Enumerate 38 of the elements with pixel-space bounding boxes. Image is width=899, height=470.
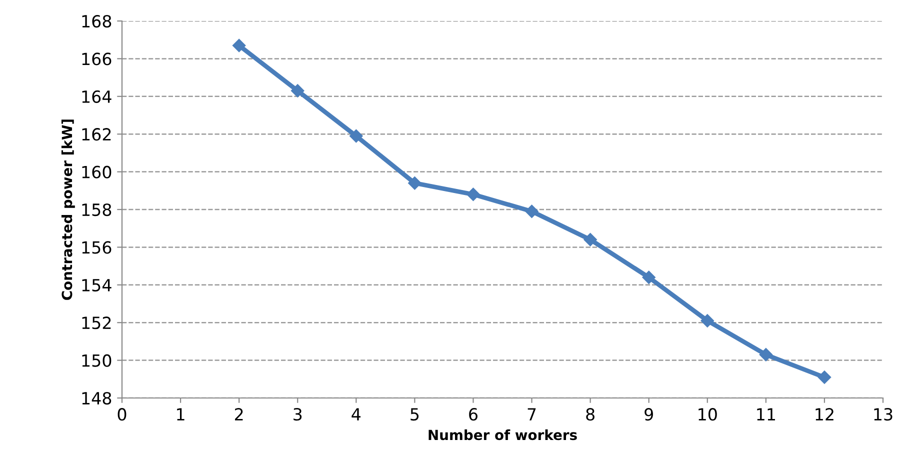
x-tick-label: 7	[528, 408, 536, 420]
y-tick-label: 150	[82, 354, 112, 367]
x-tick-label: 2	[234, 408, 243, 420]
x-tick-label: 10	[698, 408, 717, 421]
point	[700, 314, 714, 328]
point	[525, 204, 538, 218]
point	[584, 233, 597, 246]
point	[232, 38, 246, 52]
point	[642, 270, 656, 284]
x-tick-label: 12	[816, 408, 834, 420]
point	[759, 348, 773, 362]
x-tick-label: 13	[874, 408, 892, 421]
y-tick-label: 168	[82, 14, 112, 28]
y-tick-label: 160	[82, 166, 112, 178]
x-tick-label: 9	[644, 408, 653, 421]
y-tick-label: 152	[82, 316, 111, 330]
point	[291, 84, 304, 98]
y-tick-label: 162	[82, 128, 111, 141]
x-tick-label: 3	[294, 408, 302, 421]
point	[466, 188, 480, 202]
y-tick-label: 148	[82, 392, 112, 405]
point	[350, 129, 363, 143]
point	[408, 176, 422, 190]
y-axis-title: Contracted power [kW]	[61, 120, 75, 300]
point	[818, 370, 832, 384]
y-tick-label: 158	[82, 203, 112, 216]
x-tick-label: 1	[177, 408, 184, 420]
y-tick-label: 156	[82, 241, 112, 254]
y-tick-label: 164	[82, 90, 112, 103]
x-tick-label: 4	[352, 408, 361, 420]
y-tick-label: 166	[82, 52, 112, 66]
y-tick-label: 154	[82, 279, 112, 292]
x-tick-label: 11	[757, 408, 775, 420]
x-tick-label: 6	[469, 408, 478, 421]
x-tick-label: 0	[118, 408, 126, 421]
x-axis-title: Number of workers	[428, 429, 577, 440]
x-tick-label: 5	[410, 408, 419, 421]
x-tick-label: 8	[586, 408, 594, 421]
